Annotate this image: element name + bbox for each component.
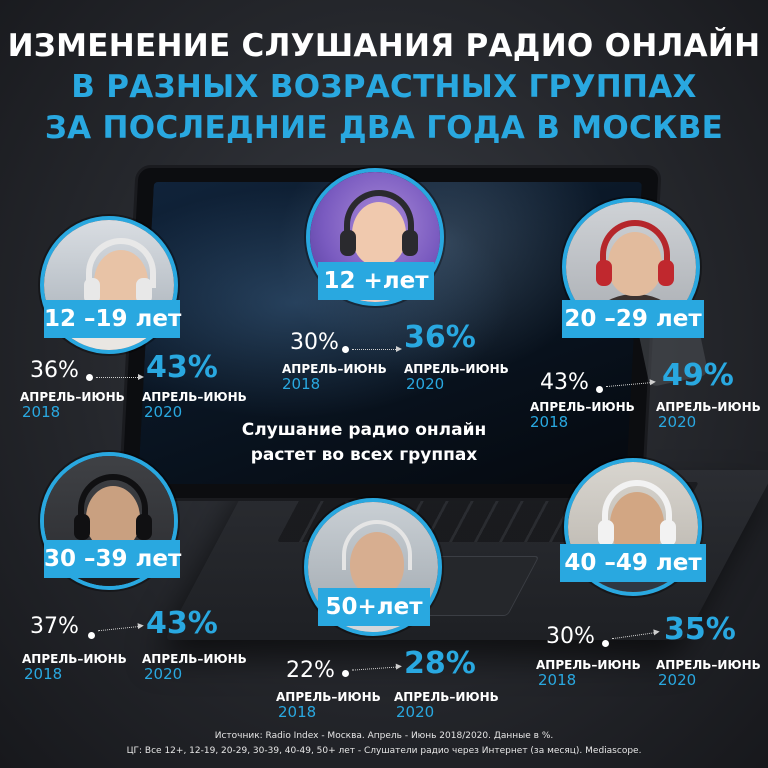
period-2020: АПРЕЛЬ–ИЮНЬ — [394, 690, 499, 704]
year-2018: 2018 — [282, 375, 321, 393]
period-2018: АПРЕЛЬ–ИЮНЬ — [282, 362, 387, 376]
year-2020: 2020 — [396, 703, 435, 721]
value-2020: 43% — [146, 350, 218, 385]
year-2020: 2020 — [144, 403, 183, 421]
dot-marker — [342, 670, 349, 677]
title-line-2: В РАЗНЫХ ВОЗРАСТНЫХ ГРУППАХ — [71, 69, 697, 105]
period-2018: АПРЕЛЬ–ИЮНЬ — [536, 658, 641, 672]
period-2018: АПРЕЛЬ–ИЮНЬ — [276, 690, 381, 704]
group-label: 40 –49 лет — [560, 544, 706, 582]
period-2020: АПРЕЛЬ–ИЮНЬ — [142, 390, 247, 404]
dot-marker — [596, 386, 603, 393]
group-label: 12 +лет — [318, 262, 434, 300]
period-2020: АПРЕЛЬ–ИЮНЬ — [656, 658, 761, 672]
period-2020: АПРЕЛЬ–ИЮНЬ — [404, 362, 509, 376]
value-2018: 30% — [290, 330, 339, 355]
group-label: 20 –29 лет — [562, 300, 704, 338]
dot-marker — [342, 346, 349, 353]
dot-marker — [88, 632, 95, 639]
year-2020: 2020 — [658, 671, 697, 689]
dot-marker — [86, 374, 93, 381]
footer-source: Источник: Radio Index - Москва. Апрель -… — [214, 731, 554, 741]
center-caption-line-2: растет во всех группах — [250, 445, 478, 465]
value-2020: 36% — [404, 320, 476, 355]
footer-target-group: ЦГ: Все 12+, 12-19, 20-29, 30-39, 40-49,… — [126, 746, 642, 756]
period-2020: АПРЕЛЬ–ИЮНЬ — [656, 400, 761, 414]
arrow-icon — [352, 346, 402, 352]
value-2018: 43% — [540, 370, 589, 395]
page-title: ИЗМЕНЕНИЕ СЛУШАНИЯ РАДИО ОНЛАЙН В РАЗНЫХ… — [0, 26, 768, 149]
value-2020: 49% — [662, 358, 734, 393]
center-caption-line-1: Слушание радио онлайн — [241, 420, 487, 440]
value-2018: 37% — [30, 614, 79, 639]
year-2020: 2020 — [658, 413, 697, 431]
period-2018: АПРЕЛЬ–ИЮНЬ — [530, 400, 635, 414]
year-2020: 2020 — [406, 375, 445, 393]
dot-marker — [602, 640, 609, 647]
value-2020: 35% — [664, 612, 736, 647]
year-2018: 2018 — [278, 703, 317, 721]
period-2018: АПРЕЛЬ–ИЮНЬ — [22, 652, 127, 666]
value-2020: 28% — [404, 646, 476, 681]
group-label: 30 –39 лет — [44, 540, 181, 578]
period-2018: АПРЕЛЬ–ИЮНЬ — [20, 390, 125, 404]
group-label: 12 –19 лет — [44, 300, 181, 338]
year-2018: 2018 — [530, 413, 569, 431]
value-2020: 43% — [146, 606, 218, 641]
year-2020: 2020 — [144, 665, 183, 683]
arrow-icon — [352, 666, 400, 671]
value-2018: 36% — [30, 358, 79, 383]
year-2018: 2018 — [538, 671, 577, 689]
center-caption: Слушание радио онлайн растет во всех гру… — [214, 418, 514, 468]
arrow-icon — [98, 625, 142, 632]
year-2018: 2018 — [24, 665, 63, 683]
title-line-1: ИЗМЕНЕНИЕ СЛУШАНИЯ РАДИО ОНЛАЙН — [7, 28, 761, 64]
year-2018: 2018 — [22, 403, 61, 421]
value-2018: 22% — [286, 658, 335, 683]
value-2018: 30% — [546, 624, 595, 649]
arrow-icon — [96, 374, 144, 380]
period-2020: АПРЕЛЬ–ИЮНЬ — [142, 652, 247, 666]
group-label: 50+лет — [318, 588, 430, 626]
title-line-3: ЗА ПОСЛЕДНИЕ ДВА ГОДА В МОСКВЕ — [44, 110, 724, 146]
